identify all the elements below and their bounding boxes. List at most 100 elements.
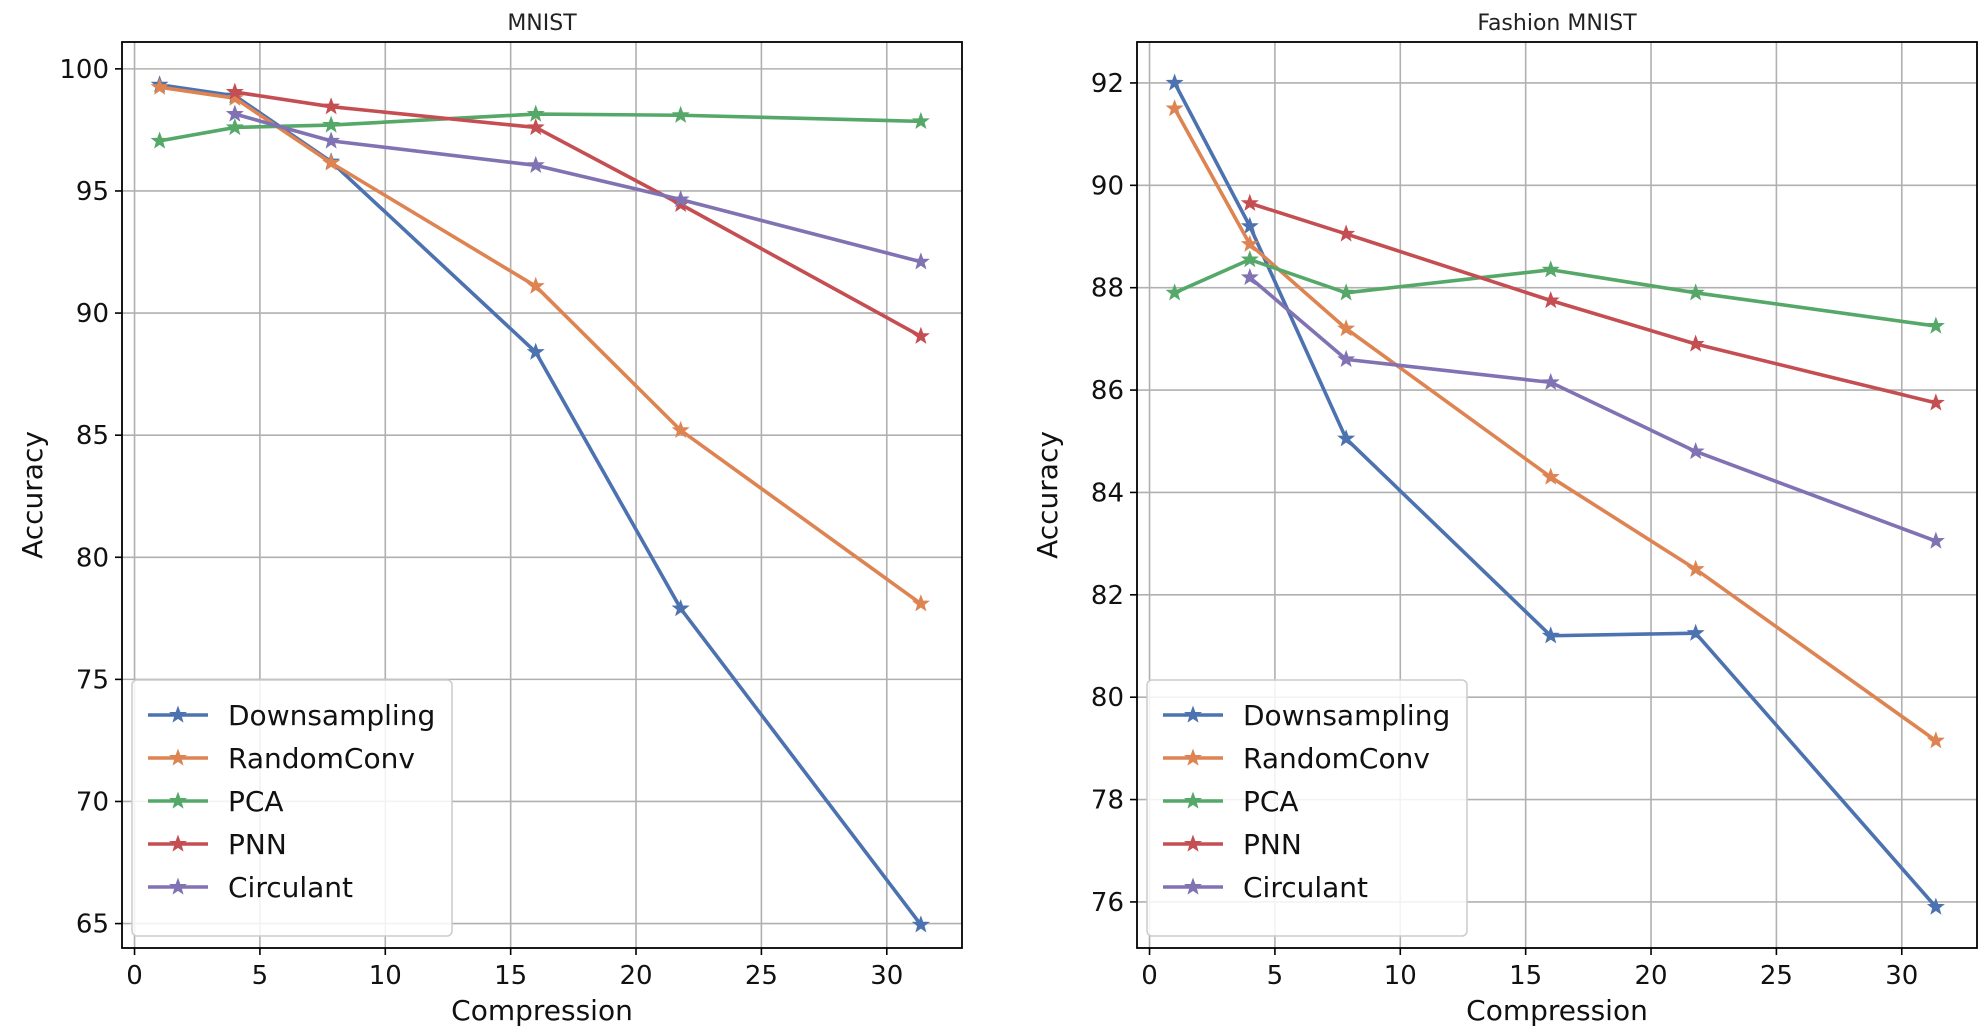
x-tick-label: 30: [870, 961, 903, 991]
series-line-randomconv: [1173, 107, 1937, 743]
data-point-pnn: [526, 118, 545, 136]
data-point-circulant: [1240, 267, 1259, 286]
chart-title: Fashion MNIST: [1477, 11, 1637, 36]
data-point-randomconv: [150, 77, 169, 95]
data-point-downsampling: [1165, 73, 1184, 91]
y-axis-label: Accuracy: [1031, 431, 1064, 559]
legend-swatch-marker: [1183, 877, 1203, 895]
series-line-circulant: [1248, 276, 1937, 543]
x-tick-label: 25: [745, 961, 778, 991]
x-tick-label: 0: [1141, 961, 1158, 991]
data-point-pca: [671, 105, 690, 123]
data-point-randomconv: [1686, 559, 1705, 577]
x-tick-label: 25: [1760, 961, 1793, 991]
data-point-randomconv: [322, 153, 341, 171]
x-tick-label: 5: [1267, 961, 1284, 991]
y-tick-label: 86: [1091, 376, 1124, 406]
legend-label-downsampling: Downsampling: [1243, 699, 1450, 732]
data-point-circulant: [526, 155, 545, 173]
y-tick-label: 82: [1091, 581, 1124, 611]
y-tick-label: 75: [76, 665, 109, 695]
chart-panel-2: 0 5 10 15 20 25 30 76 78 80 82 84 86 88 90 92 Fashion MN…: [1031, 11, 1978, 1027]
series-line-pca: [1173, 257, 1937, 328]
legend-swatch-marker: [1183, 705, 1203, 723]
data-point-pca: [526, 104, 545, 122]
data-point-pca: [1926, 316, 1945, 334]
data-point-circulant: [322, 131, 341, 149]
y-tick-label: 84: [1091, 478, 1124, 508]
legend-box: [1146, 679, 1468, 937]
data-point-pca: [322, 115, 341, 133]
legend-swatch-marker: [168, 834, 188, 852]
data-point-randomconv: [671, 420, 690, 438]
x-axis-label: Compression: [1466, 994, 1648, 1027]
data-point-pca: [225, 118, 244, 136]
data-point-downsampling: [671, 599, 690, 617]
y-tick-label: 100: [59, 55, 109, 85]
y-tick-label: 92: [1091, 69, 1124, 99]
x-axis-label: Compression: [451, 994, 633, 1027]
x-tick-label: 15: [494, 961, 527, 991]
data-point-downsampling: [1926, 897, 1945, 915]
legend-label-randomconv: RandomConv: [228, 742, 415, 775]
legend-swatch-marker: [1183, 748, 1203, 766]
data-point-circulant: [1926, 531, 1945, 549]
data-point-circulant: [911, 252, 930, 270]
y-tick-label: 90: [76, 299, 109, 329]
data-point-randomconv: [1337, 319, 1356, 337]
data-point-pca: [911, 111, 930, 130]
data-point-pnn: [225, 82, 244, 100]
data-point-circulant: [1337, 349, 1356, 368]
x-tick-label: 30: [1885, 961, 1918, 991]
y-tick-label: 65: [76, 910, 109, 940]
data-point-circulant: [225, 104, 244, 122]
legend-box: [131, 679, 453, 937]
legend: Downsampling RandomConv PCA PNN Circulant: [131, 679, 453, 937]
legend-label-pnn: PNN: [228, 828, 287, 861]
x-tick-label: 20: [1634, 961, 1667, 991]
x-tick-label: 15: [1509, 961, 1542, 991]
legend-swatch-marker: [168, 705, 188, 723]
legend-swatch-marker: [168, 791, 188, 809]
data-point-circulant: [671, 190, 690, 208]
data-point-pnn: [1926, 393, 1945, 411]
data-point-randomconv: [526, 276, 545, 294]
y-tick-label: 76: [1091, 888, 1124, 918]
data-point-circulant: [1686, 442, 1705, 460]
y-tick-label: 70: [76, 787, 109, 817]
data-point-pca: [1686, 283, 1705, 301]
x-tick-label: 5: [252, 961, 269, 991]
y-tick-label: 80: [76, 543, 109, 573]
data-point-randomconv: [1926, 731, 1945, 749]
data-point-downsampling: [526, 342, 545, 360]
series-line-downsampling: [1173, 82, 1938, 909]
legend-label-circulant: Circulant: [1243, 871, 1368, 904]
data-point-downsampling: [1337, 429, 1356, 447]
y-tick-label: 90: [1091, 171, 1124, 201]
x-tick-label: 0: [126, 961, 143, 991]
legend-label-pca: PCA: [228, 785, 284, 818]
data-point-pnn: [1337, 224, 1356, 242]
y-tick-label: 88: [1091, 274, 1124, 304]
data-point-pnn: [322, 97, 341, 115]
data-point-pca: [1541, 260, 1560, 278]
series-line-pnn: [1249, 201, 1937, 405]
data-point-pca: [150, 131, 169, 149]
data-point-pca: [1337, 283, 1356, 301]
data-point-randomconv: [1240, 234, 1259, 252]
data-point-randomconv: [1541, 467, 1560, 485]
data-point-pnn: [1686, 334, 1705, 352]
data-point-pnn: [911, 326, 930, 344]
series-line-pnn: [234, 90, 922, 338]
data-point-downsampling: [1686, 623, 1705, 641]
data-point-randomconv: [1165, 99, 1184, 117]
data-point-downsampling: [1240, 216, 1259, 234]
data-point-pnn: [1240, 193, 1259, 211]
series-line-downsampling: [159, 82, 923, 926]
chart-title: MNIST: [507, 11, 577, 36]
legend: Downsampling RandomConv PCA PNN Circulant: [1146, 679, 1468, 937]
y-axis-label: Accuracy: [16, 431, 49, 559]
series-line-circulant: [234, 112, 922, 264]
plot-frame: [121, 41, 963, 949]
